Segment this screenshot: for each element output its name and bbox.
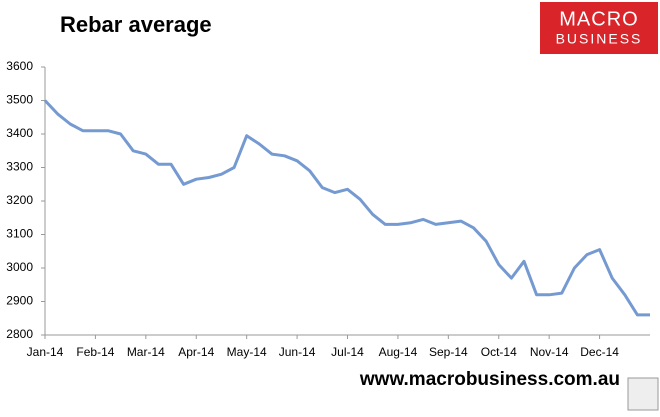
logo-icon <box>627 377 659 411</box>
x-tick-label: Feb-14 <box>76 345 114 359</box>
x-tick-label: Apr-14 <box>178 345 214 359</box>
y-tick-label: 3200 <box>6 193 33 207</box>
logo-top: MACRO <box>559 8 638 30</box>
x-tick-label: Oct-14 <box>481 345 517 359</box>
data-line <box>43 99 650 317</box>
chart-title: Rebar average <box>60 12 212 37</box>
y-tick-label: 3100 <box>6 227 33 241</box>
logo-box <box>540 2 658 54</box>
y-tick-label: 2900 <box>6 294 33 308</box>
x-tick-label: Aug-14 <box>379 345 418 359</box>
x-tick-label: Dec-14 <box>580 345 619 359</box>
y-tick-label: 3300 <box>6 160 33 174</box>
logo-bottom: BUSINESS <box>556 31 643 47</box>
y-tick-label: 3000 <box>6 260 33 274</box>
x-tick-label: Jul-14 <box>331 345 364 359</box>
x-tick-label: Jun-14 <box>279 345 316 359</box>
y-tick-label: 3600 <box>6 59 33 73</box>
footer-url: www.macrobusiness.com.au <box>359 369 620 390</box>
x-tick-label: Nov-14 <box>530 345 569 359</box>
y-tick-label: 3400 <box>6 126 33 140</box>
x-tick-label: Mar-14 <box>127 345 165 359</box>
y-tick-label: 3500 <box>6 93 33 107</box>
x-tick-label: May-14 <box>227 345 267 359</box>
y-tick-label: 2800 <box>6 327 33 341</box>
x-tick-label: Jan-14 <box>27 345 64 359</box>
x-tick-label: Sep-14 <box>429 345 468 359</box>
